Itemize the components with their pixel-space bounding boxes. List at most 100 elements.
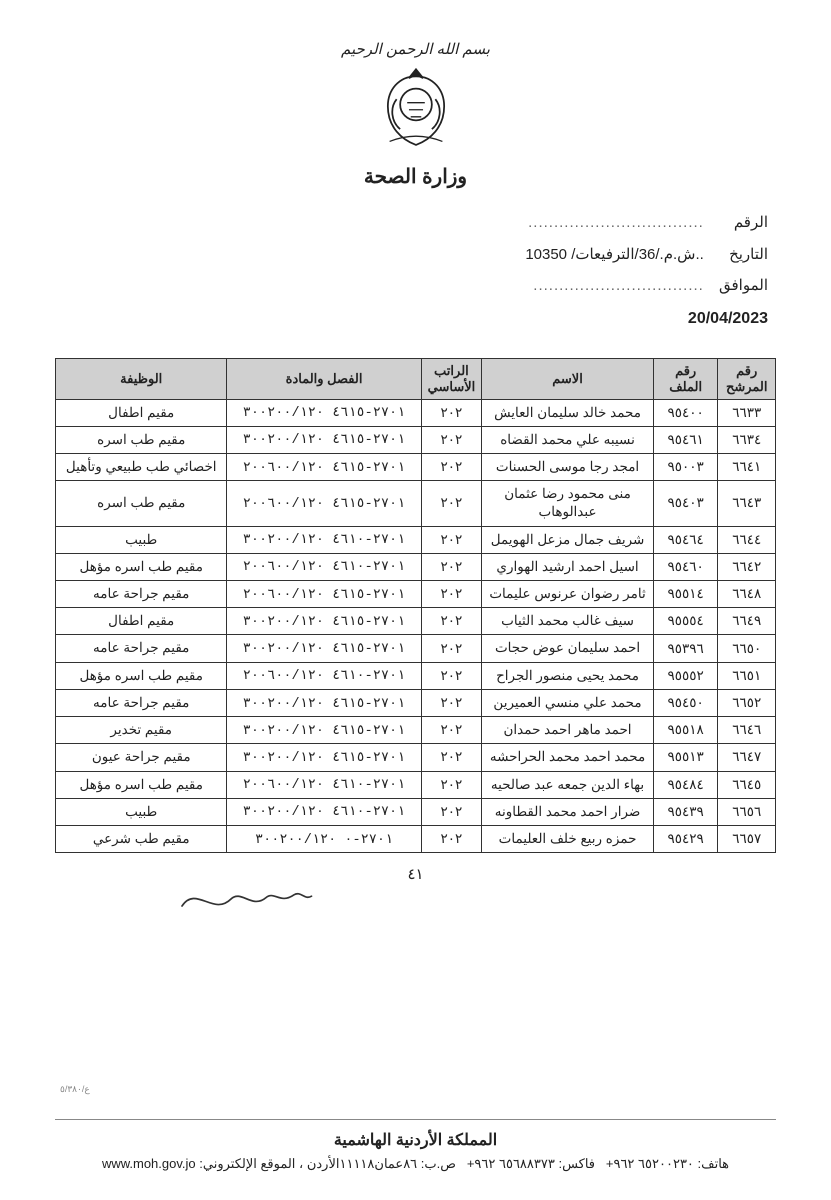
approved-row: الموافق ................................…	[55, 270, 768, 302]
table-cell: ٩٥٥١٨	[653, 717, 718, 744]
table-cell: مقيم طب اسره مؤهل	[56, 553, 227, 580]
table-cell: محمد خالد سليمان العايش	[482, 399, 654, 426]
table-row: ٦٦٣٤٩٥٤٦١نسيبه علي محمد القضاه٢٠٢٢٧٠١-٤٦…	[56, 426, 776, 453]
table-cell: ٢٠٢	[421, 635, 482, 662]
table-cell: سيف غالب محمد الثياب	[482, 608, 654, 635]
document-meta: الرقم ..................................…	[55, 207, 776, 302]
table-cell: ٦٦٤٧	[718, 744, 776, 771]
ministry-title: وزارة الصحة	[55, 164, 776, 189]
table-cell: طبيب	[56, 798, 227, 825]
table-cell: ٩٥٤٢٩	[653, 826, 718, 853]
approved-value: .................................	[533, 277, 704, 294]
table-cell: ٦٦٤٦	[718, 717, 776, 744]
table-cell: ٩٥٠٠٣	[653, 453, 718, 480]
table-column-header: رقم الملف	[653, 358, 718, 399]
table-cell: ٩٥٤٨٤	[653, 771, 718, 798]
table-cell: ٦٦٤٤	[718, 526, 776, 553]
ref-number-row: الرقم ..................................	[55, 207, 768, 239]
table-cell: ثامر رضوان عرنوس عليمات	[482, 581, 654, 608]
table-column-header: الوظيفة	[56, 358, 227, 399]
table-cell: مقيم جراحة عيون	[56, 744, 227, 771]
table-cell: امجد رجا موسى الحسنات	[482, 453, 654, 480]
arabic-date-row: التاريخ ..ش.م./36/الترفيعات/ 10350	[55, 239, 768, 271]
arabic-date-label: التاريخ	[708, 239, 768, 271]
table-cell: مقيم تخدير	[56, 717, 227, 744]
table-cell: ٦٦٣٤	[718, 426, 776, 453]
table-row: ٦٦٥٦٩٥٤٣٩ضرار احمد محمد القطاونه٢٠٢٢٧٠١-…	[56, 798, 776, 825]
table-cell: نسيبه علي محمد القضاه	[482, 426, 654, 453]
table-row: ٦٦٤١٩٥٠٠٣امجد رجا موسى الحسنات٢٠٢٢٧٠١-٤٦…	[56, 453, 776, 480]
footer-contact: هاتف: ٦٥٢٠٠٢٣٠ ٩٦٢+ فاكس: ٦٥٦٨٨٣٧٣ ٩٦٢+ …	[55, 1156, 776, 1172]
table-cell: ٢٧٠١-٤٦١٥ ٣٠٠٢٠٠/١٢٠	[227, 717, 421, 744]
table-cell: ٩٥٥٥٢	[653, 662, 718, 689]
table-row: ٦٦٣٣٩٥٤٠٠محمد خالد سليمان العايش٢٠٢٢٧٠١-…	[56, 399, 776, 426]
fax-label: فاكس:	[558, 1156, 595, 1171]
table-cell: ٢٧٠١-٤٦١٠ ٢٠٠٦٠٠/١٢٠	[227, 553, 421, 580]
table-cell: ٢٧٠١-٤٦١٥ ٣٠٠٢٠٠/١٢٠	[227, 635, 421, 662]
page-footer: المملكة الأردنية الهاشمية هاتف: ٦٥٢٠٠٢٣٠…	[55, 1119, 776, 1172]
table-cell: ٢٠٢	[421, 608, 482, 635]
table-cell: ٦٦٥٦	[718, 798, 776, 825]
table-row: ٦٦٥٧٩٥٤٢٩حمزه ربيع خلف العليمات٢٠٢٢٧٠١-٠…	[56, 826, 776, 853]
table-cell: ٢٠٢	[421, 481, 482, 526]
table-row: ٦٦٤٤٩٥٤٦٤شريف جمال مزعل الهويمل٢٠٢٢٧٠١-٤…	[56, 526, 776, 553]
table-row: ٦٦٤٦٩٥٥١٨احمد ماهر احمد حمدان٢٠٢٢٧٠١-٤٦١…	[56, 717, 776, 744]
table-cell: ٢٠٢	[421, 798, 482, 825]
ref-number-label: الرقم	[708, 207, 768, 239]
table-cell: مقيم اطفال	[56, 399, 227, 426]
promotions-table: رقم المرشحرقم الملفالاسمالراتب الأساسيال…	[55, 358, 776, 854]
table-cell: ٦٦٤٣	[718, 481, 776, 526]
table-cell: شريف جمال مزعل الهويمل	[482, 526, 654, 553]
pobox-label: ص.ب:	[421, 1156, 456, 1171]
letterhead: بسم الله الرحمن الرحيم وزارة الصحة	[55, 40, 776, 189]
table-row: ٦٦٤٥٩٥٤٨٤بهاء الدين جمعه عبد صالحيه٢٠٢٢٧…	[56, 771, 776, 798]
table-cell: ٢٠٢	[421, 717, 482, 744]
table-cell: ٢٧٠١-٤٦١٥ ٢٠٠٦٠٠/١٢٠	[227, 453, 421, 480]
table-cell: مقيم طب اسره	[56, 426, 227, 453]
table-row: ٦٦٥١٩٥٥٥٢محمد يحيى منصور الجراح٢٠٢٢٧٠١-٤…	[56, 662, 776, 689]
table-cell: ٩٥٤٦٠	[653, 553, 718, 580]
table-cell: ٦٦٥١	[718, 662, 776, 689]
table-cell: ٢٠٢	[421, 744, 482, 771]
table-cell: محمد احمد محمد الحراحشه	[482, 744, 654, 771]
table-cell: ٩٥٥١٣	[653, 744, 718, 771]
table-cell: ٢٧٠١-٤٦١٥ ٢٠٠٦٠٠/١٢٠	[227, 581, 421, 608]
table-cell: مقيم جراحة عامه	[56, 635, 227, 662]
table-cell: ٢٧٠١-٤٦١٠ ٣٠٠٢٠٠/١٢٠	[227, 526, 421, 553]
form-code: ع/٥/٣٨٠	[60, 1084, 90, 1095]
fax-value: ٦٥٦٨٨٣٧٣ ٩٦٢+	[467, 1156, 555, 1171]
table-cell: محمد يحيى منصور الجراح	[482, 662, 654, 689]
table-cell: ٢٧٠١-٤٦١٥ ٣٠٠٢٠٠/١٢٠	[227, 608, 421, 635]
table-row: ٦٦٤٢٩٥٤٦٠اسيل احمد ارشيد الهواري٢٠٢٢٧٠١-…	[56, 553, 776, 580]
phone-value: ٦٥٢٠٠٢٣٠ ٩٦٢+	[606, 1156, 694, 1171]
table-cell: مقيم اطفال	[56, 608, 227, 635]
table-column-header: الفصل والمادة	[227, 358, 421, 399]
web-label: ، الموقع الإلكتروني:	[199, 1156, 303, 1171]
table-cell: ٢٠٢	[421, 526, 482, 553]
table-body: ٦٦٣٣٩٥٤٠٠محمد خالد سليمان العايش٢٠٢٢٧٠١-…	[56, 399, 776, 853]
table-cell: ٩٥٤٠٠	[653, 399, 718, 426]
table-cell: ٦٦٤٨	[718, 581, 776, 608]
table-cell: مقيم طب اسره مؤهل	[56, 662, 227, 689]
table-cell: ٢٠٢	[421, 826, 482, 853]
table-cell: ٩٥٥١٤	[653, 581, 718, 608]
table-cell: احمد سليمان عوض حجات	[482, 635, 654, 662]
table-cell: ٦٦٤١	[718, 453, 776, 480]
table-cell: ضرار احمد محمد القطاونه	[482, 798, 654, 825]
table-cell: اسيل احمد ارشيد الهواري	[482, 553, 654, 580]
table-cell: ٢٠٢	[421, 662, 482, 689]
footer-kingdom: المملكة الأردنية الهاشمية	[55, 1119, 776, 1150]
table-cell: اخصائي طب طبيعي وتأهيل	[56, 453, 227, 480]
table-cell: ٢٠٢	[421, 553, 482, 580]
table-cell: ٢٧٠١-٤٦١٥ ٣٠٠٢٠٠/١٢٠	[227, 744, 421, 771]
table-column-header: الاسم	[482, 358, 654, 399]
pobox-value: ٨٦عمان١١١١٨الأردن	[307, 1156, 417, 1171]
table-column-header: رقم المرشح	[718, 358, 776, 399]
table-cell: ٢٧٠١-٤٦١٥ ٣٠٠٢٠٠/١٢٠	[227, 689, 421, 716]
table-cell: ٢٧٠١-٠ ٣٠٠٢٠٠/١٢٠	[227, 826, 421, 853]
table-cell: ٢٠٢	[421, 399, 482, 426]
table-cell: ٢٠٢	[421, 771, 482, 798]
table-row: ٦٦٤٩٩٥٥٥٤سيف غالب محمد الثياب٢٠٢٢٧٠١-٤٦١…	[56, 608, 776, 635]
table-cell: مقيم جراحة عامه	[56, 581, 227, 608]
table-cell: ٦٦٣٣	[718, 399, 776, 426]
